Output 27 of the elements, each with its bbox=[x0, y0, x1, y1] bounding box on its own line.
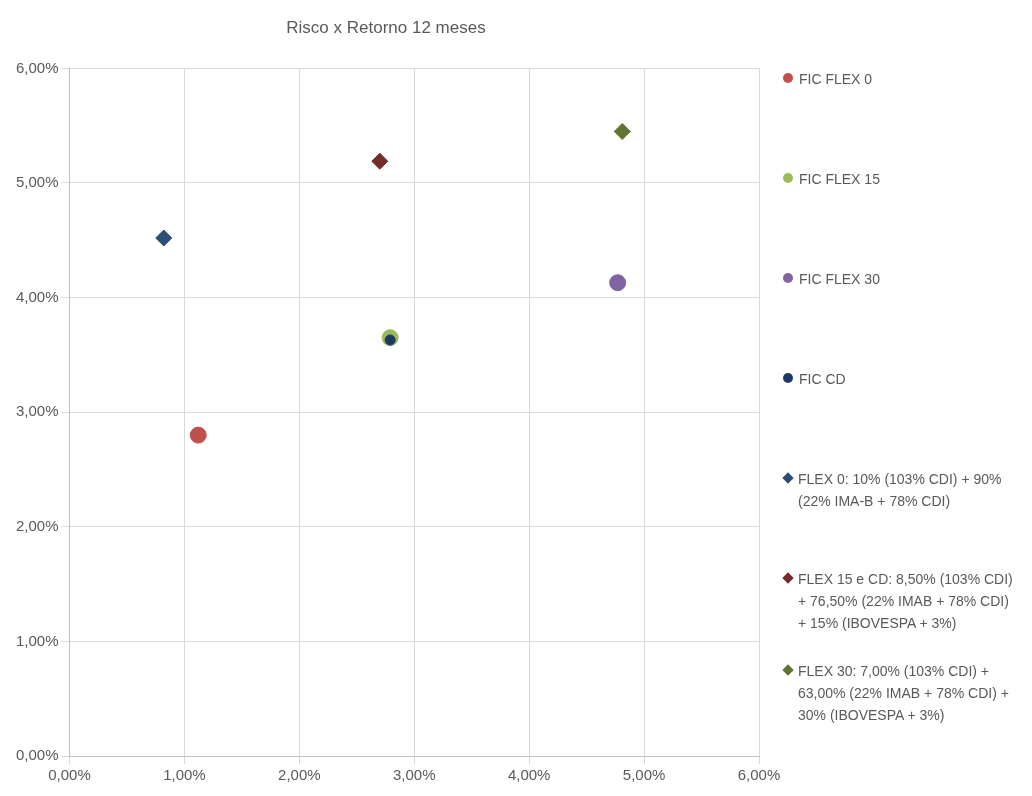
y-tick-label: 4,00% bbox=[15, 287, 59, 305]
legend-label: FIC FLEX 0 bbox=[799, 70, 873, 89]
point bbox=[609, 274, 627, 292]
legend-label: FIC FLEX 30 bbox=[799, 270, 880, 289]
x-tick-label: 4,00% bbox=[507, 766, 551, 784]
x-tick-label: 2,00% bbox=[278, 766, 321, 784]
x-tick-label: 1,00% bbox=[163, 766, 206, 784]
legend-label: FIC CD bbox=[799, 370, 846, 389]
point bbox=[189, 426, 207, 444]
y-tick-label: 5,00% bbox=[15, 173, 59, 191]
legend-label: FLEX 15 e CD: 8,50% (103% CDI) + 76,50% (22% IMAB + 78% CDI) + 15% (IBOVESPA + 3%) bbox=[798, 570, 1014, 633]
legend-label: FLEX 0: 10% (103% CDI) + 90% (22% IMA-B + 78% CDI) bbox=[798, 470, 1003, 511]
y-tick-label: 0,00% bbox=[15, 746, 59, 764]
legend-label: FLEX 30: 7,00% (103% CDI) + 63,00% (22% IMAB + 78% CDI) + 30% (IBOVESPA + 3%) bbox=[798, 662, 1010, 725]
point bbox=[371, 152, 389, 170]
y-tick-label: 6,00% bbox=[15, 58, 59, 76]
point bbox=[613, 122, 631, 140]
point bbox=[155, 229, 173, 247]
x-tick-label: 6,00% bbox=[737, 766, 781, 784]
y-tick-label: 1,00% bbox=[15, 631, 59, 649]
chart-title: Risco x Retorno 12 meses bbox=[286, 17, 486, 37]
y-tick-label: 2,00% bbox=[15, 516, 59, 534]
legend-label: FIC FLEX 15 bbox=[799, 170, 880, 189]
x-tick-label: 0,00% bbox=[48, 766, 91, 784]
x-tick-label: 5,00% bbox=[622, 766, 666, 784]
y-tick-label: 3,00% bbox=[15, 402, 59, 420]
x-tick-label: 3,00% bbox=[392, 766, 436, 784]
